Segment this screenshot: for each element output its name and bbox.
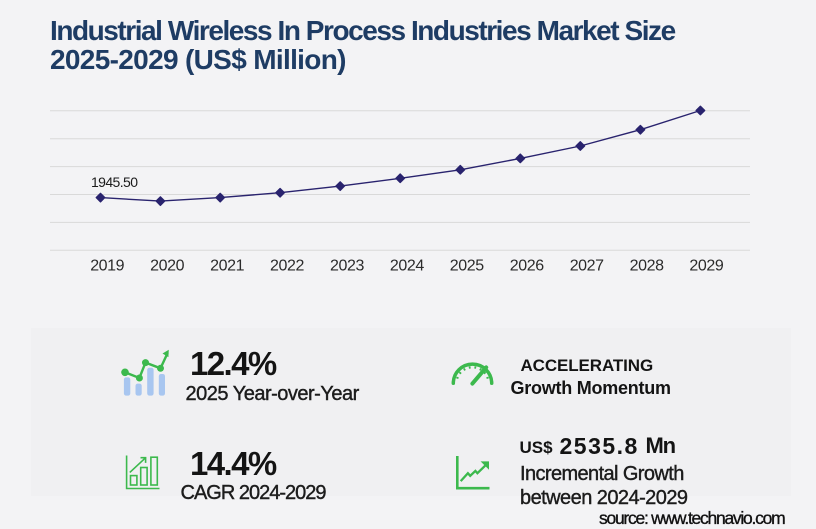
svg-text:1945.50: 1945.50 <box>91 174 138 190</box>
svg-text:2025: 2025 <box>450 257 484 274</box>
svg-text:2029: 2029 <box>689 257 723 274</box>
svg-text:2027: 2027 <box>570 257 604 274</box>
svg-text:2020: 2020 <box>150 257 184 274</box>
svg-text:2024: 2024 <box>390 257 424 274</box>
svg-text:2019: 2019 <box>90 257 124 274</box>
svg-text:2028: 2028 <box>630 257 664 274</box>
svg-text:2021: 2021 <box>210 257 244 274</box>
svg-text:2023: 2023 <box>330 257 364 274</box>
svg-text:2022: 2022 <box>270 257 304 274</box>
svg-text:2026: 2026 <box>510 257 544 274</box>
